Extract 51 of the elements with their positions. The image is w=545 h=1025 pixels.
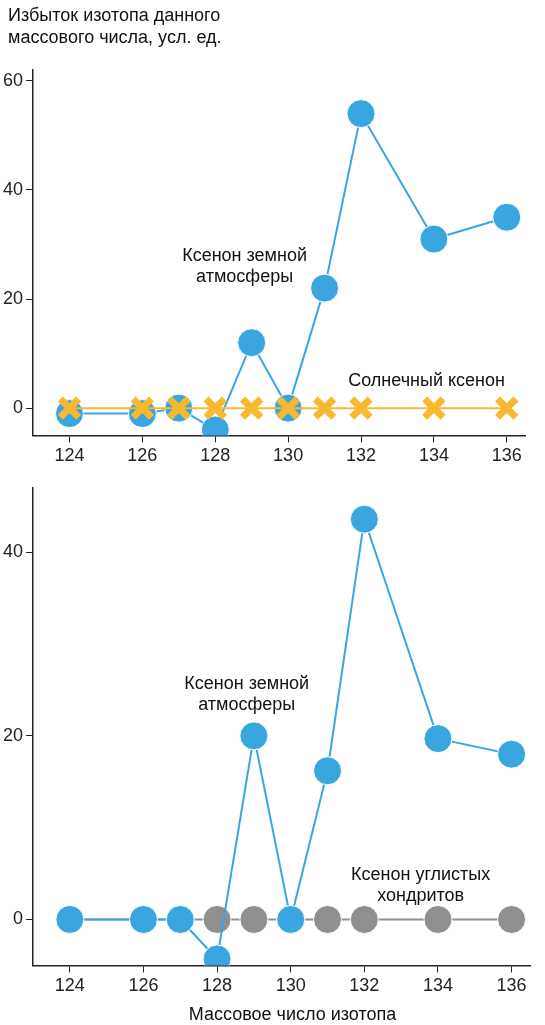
y-tick-label: 20 [2,288,24,309]
point [239,721,269,751]
x-axis-title: Массовое число изотопа [187,1003,398,1025]
point [349,504,379,534]
x-tick-label: 134 [418,445,449,466]
point [237,328,267,358]
x-tick-label: 132 [345,445,377,466]
y-tick-label: 0 [13,908,24,929]
point [311,395,338,421]
series-label: Ксенон земной атмосферы [184,672,310,714]
point [349,905,379,934]
point [494,395,520,421]
x-tick-label: 128 [202,975,233,996]
x-tick-label: 130 [273,445,304,466]
point [202,905,232,934]
x-tick-label: 132 [349,975,380,996]
point [313,756,343,786]
point [423,724,453,754]
series-label: Солнечный ксенон [348,369,505,390]
point [346,99,376,129]
point [497,905,527,934]
point [419,224,449,254]
x-tick-label: 134 [422,975,453,996]
point [497,739,527,769]
x-tick-label: 124 [54,975,85,996]
series-label: Ксенон земной атмосферы [182,245,307,287]
point [129,395,156,421]
point [238,395,265,421]
x-tick-label: 136 [496,975,527,996]
y-tick-label: 60 [2,69,24,90]
point [202,395,228,421]
y-tick-label: 40 [2,541,24,562]
x-tick-label: 126 [128,975,159,996]
y-tick-label: 0 [13,397,24,418]
point [421,395,447,421]
point [56,395,83,421]
point [348,395,374,421]
y-axis-title: Избыток изотопа данного массового числа, усл. ед. [8,4,223,48]
point [313,905,343,934]
x-tick-label: 130 [275,975,306,996]
x-tick-label: 128 [200,445,231,466]
y-tick-label: 20 [2,724,24,745]
x-tick-label: 136 [491,445,522,466]
x-tick-label: 126 [127,445,158,466]
x-tick-label: 124 [54,445,85,466]
point [310,273,340,303]
y-tick-label: 40 [2,178,24,199]
point [423,905,453,934]
point [239,905,269,934]
series-label: Ксенон углистых хондритов [351,863,491,905]
point [492,202,522,232]
